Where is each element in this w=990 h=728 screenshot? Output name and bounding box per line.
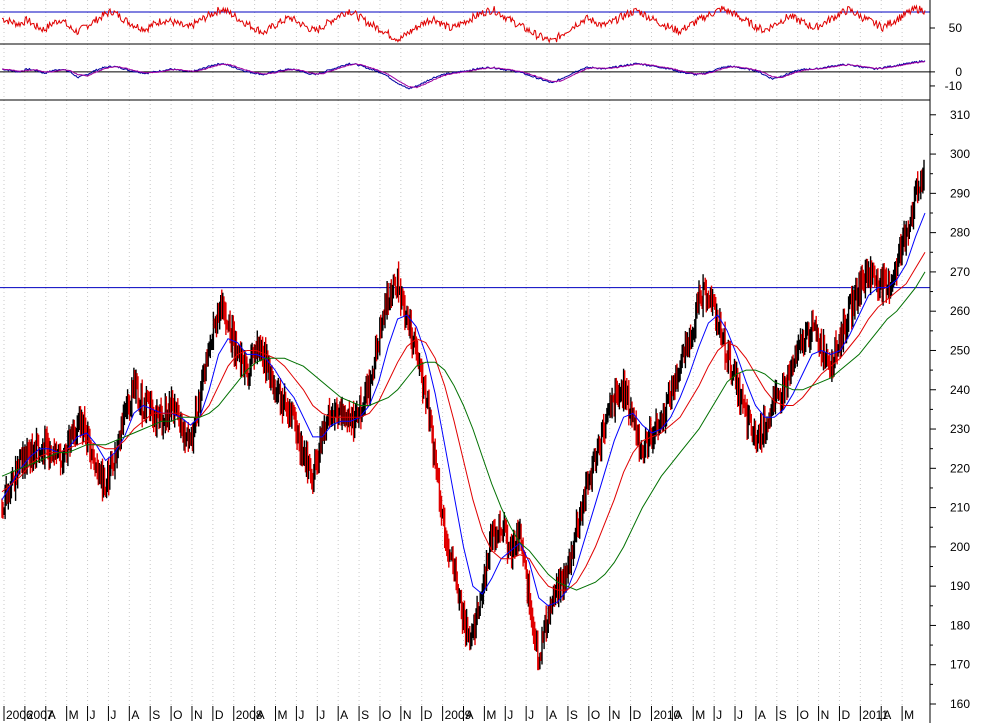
- x-axis-label: 2007: [27, 708, 54, 722]
- price-tick-label: 190: [950, 579, 970, 593]
- x-axis-label: S: [570, 708, 578, 722]
- x-axis-label: 2009: [445, 708, 472, 722]
- x-axis-label: J: [110, 708, 116, 722]
- x-axis-label: M: [69, 708, 79, 722]
- vertical-gridlines: [3, 0, 903, 706]
- x-axis-label: J: [90, 708, 96, 722]
- macd-tick-label: 0: [955, 65, 962, 79]
- x-axis-label: J: [528, 708, 534, 722]
- price-tick-label: 310: [950, 108, 970, 122]
- x-axis-label: A: [758, 708, 766, 722]
- x-axis-label: O: [800, 708, 809, 722]
- price-panel: 160 170 180 190 200 210 220 230 240 250 260 270 280 2…: [0, 108, 970, 722]
- x-axis-label: N: [612, 708, 621, 722]
- x-axis-label: 2011: [862, 708, 888, 722]
- x-axis-label: J: [507, 708, 513, 722]
- rsi-y-axis: 50: [930, 21, 962, 35]
- price-bars-layer: [1, 159, 925, 671]
- rsi-series-layer: [1, 4, 926, 44]
- x-axis-label: N: [194, 708, 203, 722]
- price-tick-label: 240: [950, 383, 970, 397]
- x-axis-label: N: [403, 708, 412, 722]
- x-axis-label: A: [257, 708, 265, 722]
- x-axis-label: O: [382, 708, 391, 722]
- price-tick-label: 220: [950, 461, 970, 475]
- price-tick-label: 260: [950, 304, 970, 318]
- x-axis-label: S: [779, 708, 787, 722]
- x-axis-label: J: [716, 708, 722, 722]
- price-y-axis: 160 170 180 190 200 210 220 230 240 250 260 270 280 2…: [930, 108, 970, 711]
- x-axis-label: J: [737, 708, 743, 722]
- x-axis-label: A: [674, 708, 682, 722]
- macd-y-axis: 0-10: [930, 65, 962, 93]
- rsi-panel: 50: [0, 4, 962, 45]
- x-axis-label: M: [486, 708, 496, 722]
- x-axis-label: O: [591, 708, 600, 722]
- ma-short-line: [1, 212, 926, 607]
- price-tick-label: 270: [950, 265, 970, 279]
- rsi-tick-label: 50: [949, 21, 963, 35]
- price-tick-label: 200: [950, 540, 970, 554]
- price-tick-label: 250: [950, 343, 970, 357]
- x-axis-label: S: [152, 708, 160, 722]
- x-axis-label: A: [340, 708, 348, 722]
- x-axis-label: J: [319, 708, 325, 722]
- moving-averages-layer: [1, 212, 926, 607]
- x-axis-label: A: [48, 708, 56, 722]
- x-axis-label: M: [904, 708, 914, 722]
- price-tick-label: 180: [950, 618, 970, 632]
- x-axis-label: A: [131, 708, 139, 722]
- price-tick-label: 170: [950, 658, 970, 672]
- macd-series-layer: [2, 60, 926, 90]
- macd-tick-label: -10: [945, 79, 963, 93]
- x-axis-label: D: [841, 708, 850, 722]
- price-tick-label: 210: [950, 501, 970, 515]
- x-axis-label: M: [695, 708, 705, 722]
- x-axis-label: A: [883, 708, 891, 722]
- macd-line: [2, 60, 926, 90]
- x-axis-label: A: [549, 708, 557, 722]
- x-axis-label: 2008: [236, 708, 263, 722]
- price-tick-label: 300: [950, 147, 970, 161]
- macd-signal-line: [2, 60, 926, 89]
- x-axis-label: D: [215, 708, 224, 722]
- ma-mid-line: [1, 252, 926, 591]
- x-axis-label: D: [424, 708, 433, 722]
- price-tick-label: 280: [950, 226, 970, 240]
- price-tick-label: 290: [950, 186, 970, 200]
- macd-panel: 0-10: [0, 60, 962, 101]
- x-axis-label: A: [466, 708, 474, 722]
- x-axis-label: J: [298, 708, 304, 722]
- price-tick-label: 230: [950, 422, 970, 436]
- x-axis-label: S: [361, 708, 369, 722]
- x-axis-label: M: [278, 708, 288, 722]
- x-axis-label: N: [821, 708, 830, 722]
- price-tick-label: 160: [950, 697, 970, 711]
- rsi-line: [1, 4, 926, 44]
- x-axis-label: 2006: [6, 708, 33, 722]
- x-axis-label: O: [173, 708, 182, 722]
- x-axis-label: 2010: [653, 708, 680, 722]
- ma-long-line: [1, 271, 926, 591]
- x-axis-label: D: [633, 708, 642, 722]
